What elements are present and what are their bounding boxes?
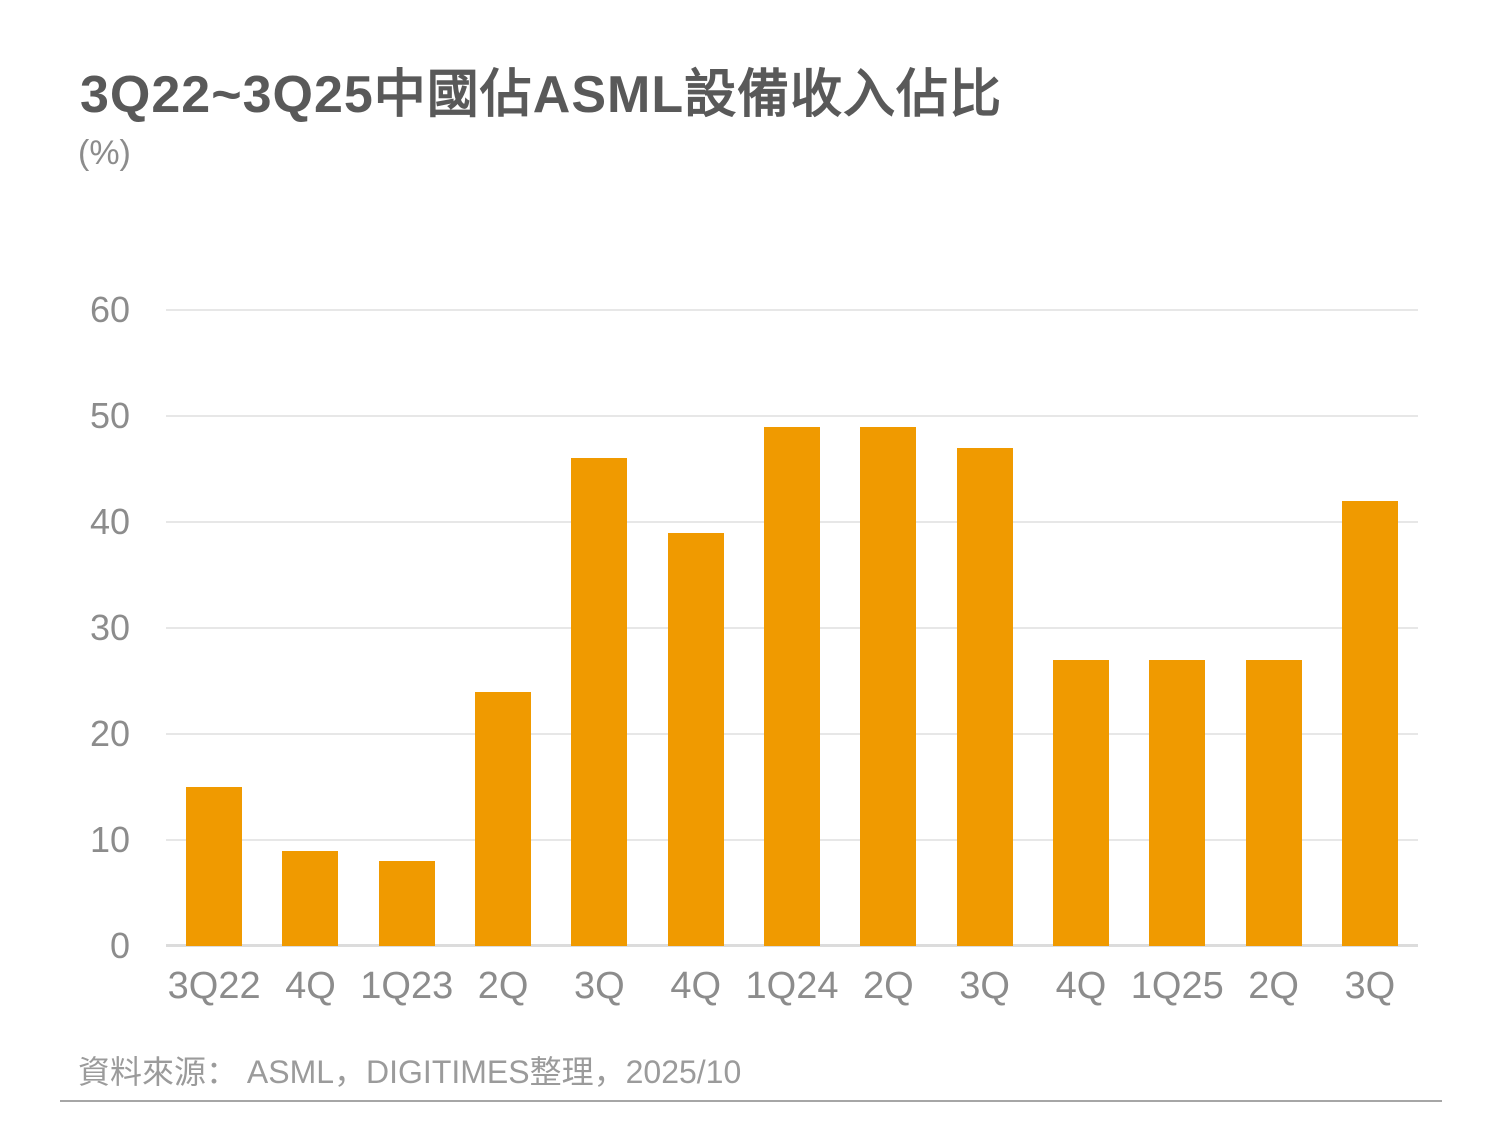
x-tick-label-4-3Q: 3Q [574,965,625,1007]
bar-1Q25 [1149,659,1206,946]
gridline-60 [166,309,1418,311]
bar-slot-3Q [937,310,1033,946]
bar-1Q24 [764,426,821,946]
x-tick-label-3-2Q: 2Q [477,965,529,1007]
x-axis-tick-labels: 3Q22 4Q 1Q23 2Q 3Q 4Q 1Q24 2Q 3Q 4Q 1Q25 2Q 3Q [166,962,1418,1010]
x-tick-label-5-4Q: 4Q [670,965,722,1007]
x-tick-label-1-4Q: 4Q [285,965,336,1007]
bar-series [166,310,1418,946]
y-axis-tick-labels: 0 10 20 30 40 50 60 [0,290,130,966]
y-axis-unit-label: (%) [78,134,131,172]
bar-3Q [1341,500,1398,946]
x-tick-label-7-2Q: 2Q [862,965,914,1007]
bar-3Q22 [186,787,243,946]
bar-slot-3Q [1322,310,1418,946]
bar-slot-4Q [262,310,358,946]
bar-4Q [282,850,339,946]
x-tick-label-12-3Q: 3Q [1344,965,1396,1007]
gridline-50 [166,415,1418,417]
footer-rule [60,1100,1442,1102]
bar-slot-2Q [840,310,936,946]
x-tick-label-9-4Q: 4Q [1055,965,1107,1007]
bar-1Q23 [378,861,435,946]
bar-2Q [860,426,917,946]
x-tick-label-0-3Q22: 3Q22 [167,965,261,1007]
page-title: 3Q22~3Q25中國佔ASML設備收入佔比 [80,66,1003,124]
bar-slot-1Q25 [1129,310,1225,946]
x-tick-label-6-1Q24: 1Q24 [745,965,839,1007]
source-note: 資料來源： ASML，DIGITIMES整理，2025/10 [78,1054,742,1090]
bar-4Q [1052,659,1109,946]
bar-slot-1Q23 [359,310,455,946]
bar-chart-plot-area [166,309,1418,947]
x-tick-label-8-3Q: 3Q [959,965,1010,1007]
bar-slot-3Q22 [166,310,262,946]
x-tick-label-10-1Q25: 1Q25 [1130,965,1224,1007]
bar-3Q [571,458,628,946]
bar-4Q [667,532,724,946]
y-tick-label-60: 60 [89,289,130,330]
x-tick-label-2-1Q23: 1Q23 [360,965,454,1007]
bar-slot-3Q [551,310,647,946]
bar-2Q [1245,659,1302,946]
bar-slot-1Q24 [744,310,840,946]
bar-slot-2Q [455,310,551,946]
bar-2Q [475,691,532,946]
y-tick-label-50: 50 [89,395,130,436]
y-tick-label-0: 0 [109,925,130,966]
y-tick-label-30: 30 [89,607,130,648]
bar-slot-4Q [648,310,744,946]
x-tick-label-11-2Q: 2Q [1248,965,1299,1007]
bar-slot-4Q [1033,310,1129,946]
bar-slot-2Q [1225,310,1321,946]
y-tick-label-20: 20 [89,713,130,754]
y-tick-label-40: 40 [89,501,130,542]
bar-3Q [956,447,1013,946]
y-tick-label-10: 10 [89,819,130,860]
